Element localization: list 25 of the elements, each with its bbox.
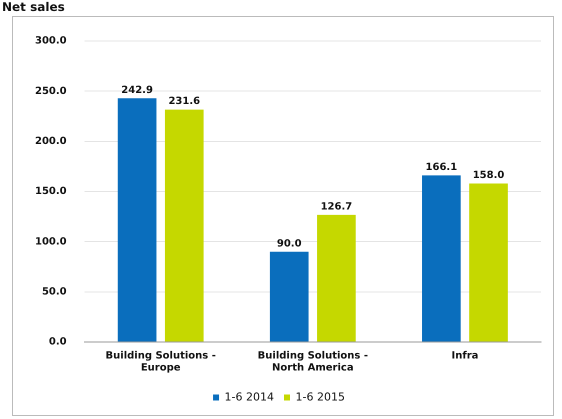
y-tick-label: 100.0 <box>34 236 67 248</box>
y-tick-label: 0.0 <box>48 336 67 348</box>
legend-label: 1-6 2015 <box>296 390 345 404</box>
y-tick-label: 150.0 <box>34 186 67 198</box>
data-label: 126.7 <box>320 201 352 212</box>
data-label: 242.9 <box>121 84 153 96</box>
bar <box>164 110 204 342</box>
x-tick-label: Building Solutions - North America <box>258 350 368 374</box>
data-label: 158.0 <box>472 170 504 182</box>
legend-label: 1-6 2014 <box>224 390 274 404</box>
data-label: 166.1 <box>426 162 458 173</box>
data-label: 231.6 <box>168 96 200 108</box>
y-tick-label: 200.0 <box>34 136 67 147</box>
x-tick-label: Infra <box>452 350 478 362</box>
y-tick-label: 250.0 <box>34 86 67 97</box>
bar <box>469 183 508 342</box>
x-tick-label: Building Solutions - Europe <box>106 350 216 374</box>
y-tick-label: 300.0 <box>34 36 67 47</box>
chart-title: Net sales <box>2 0 65 14</box>
y-tick-label: 50.0 <box>42 286 67 298</box>
bar <box>270 252 309 342</box>
bar <box>118 98 156 342</box>
data-label: 90.0 <box>276 238 302 250</box>
bar <box>317 214 356 342</box>
bar <box>422 175 461 342</box>
